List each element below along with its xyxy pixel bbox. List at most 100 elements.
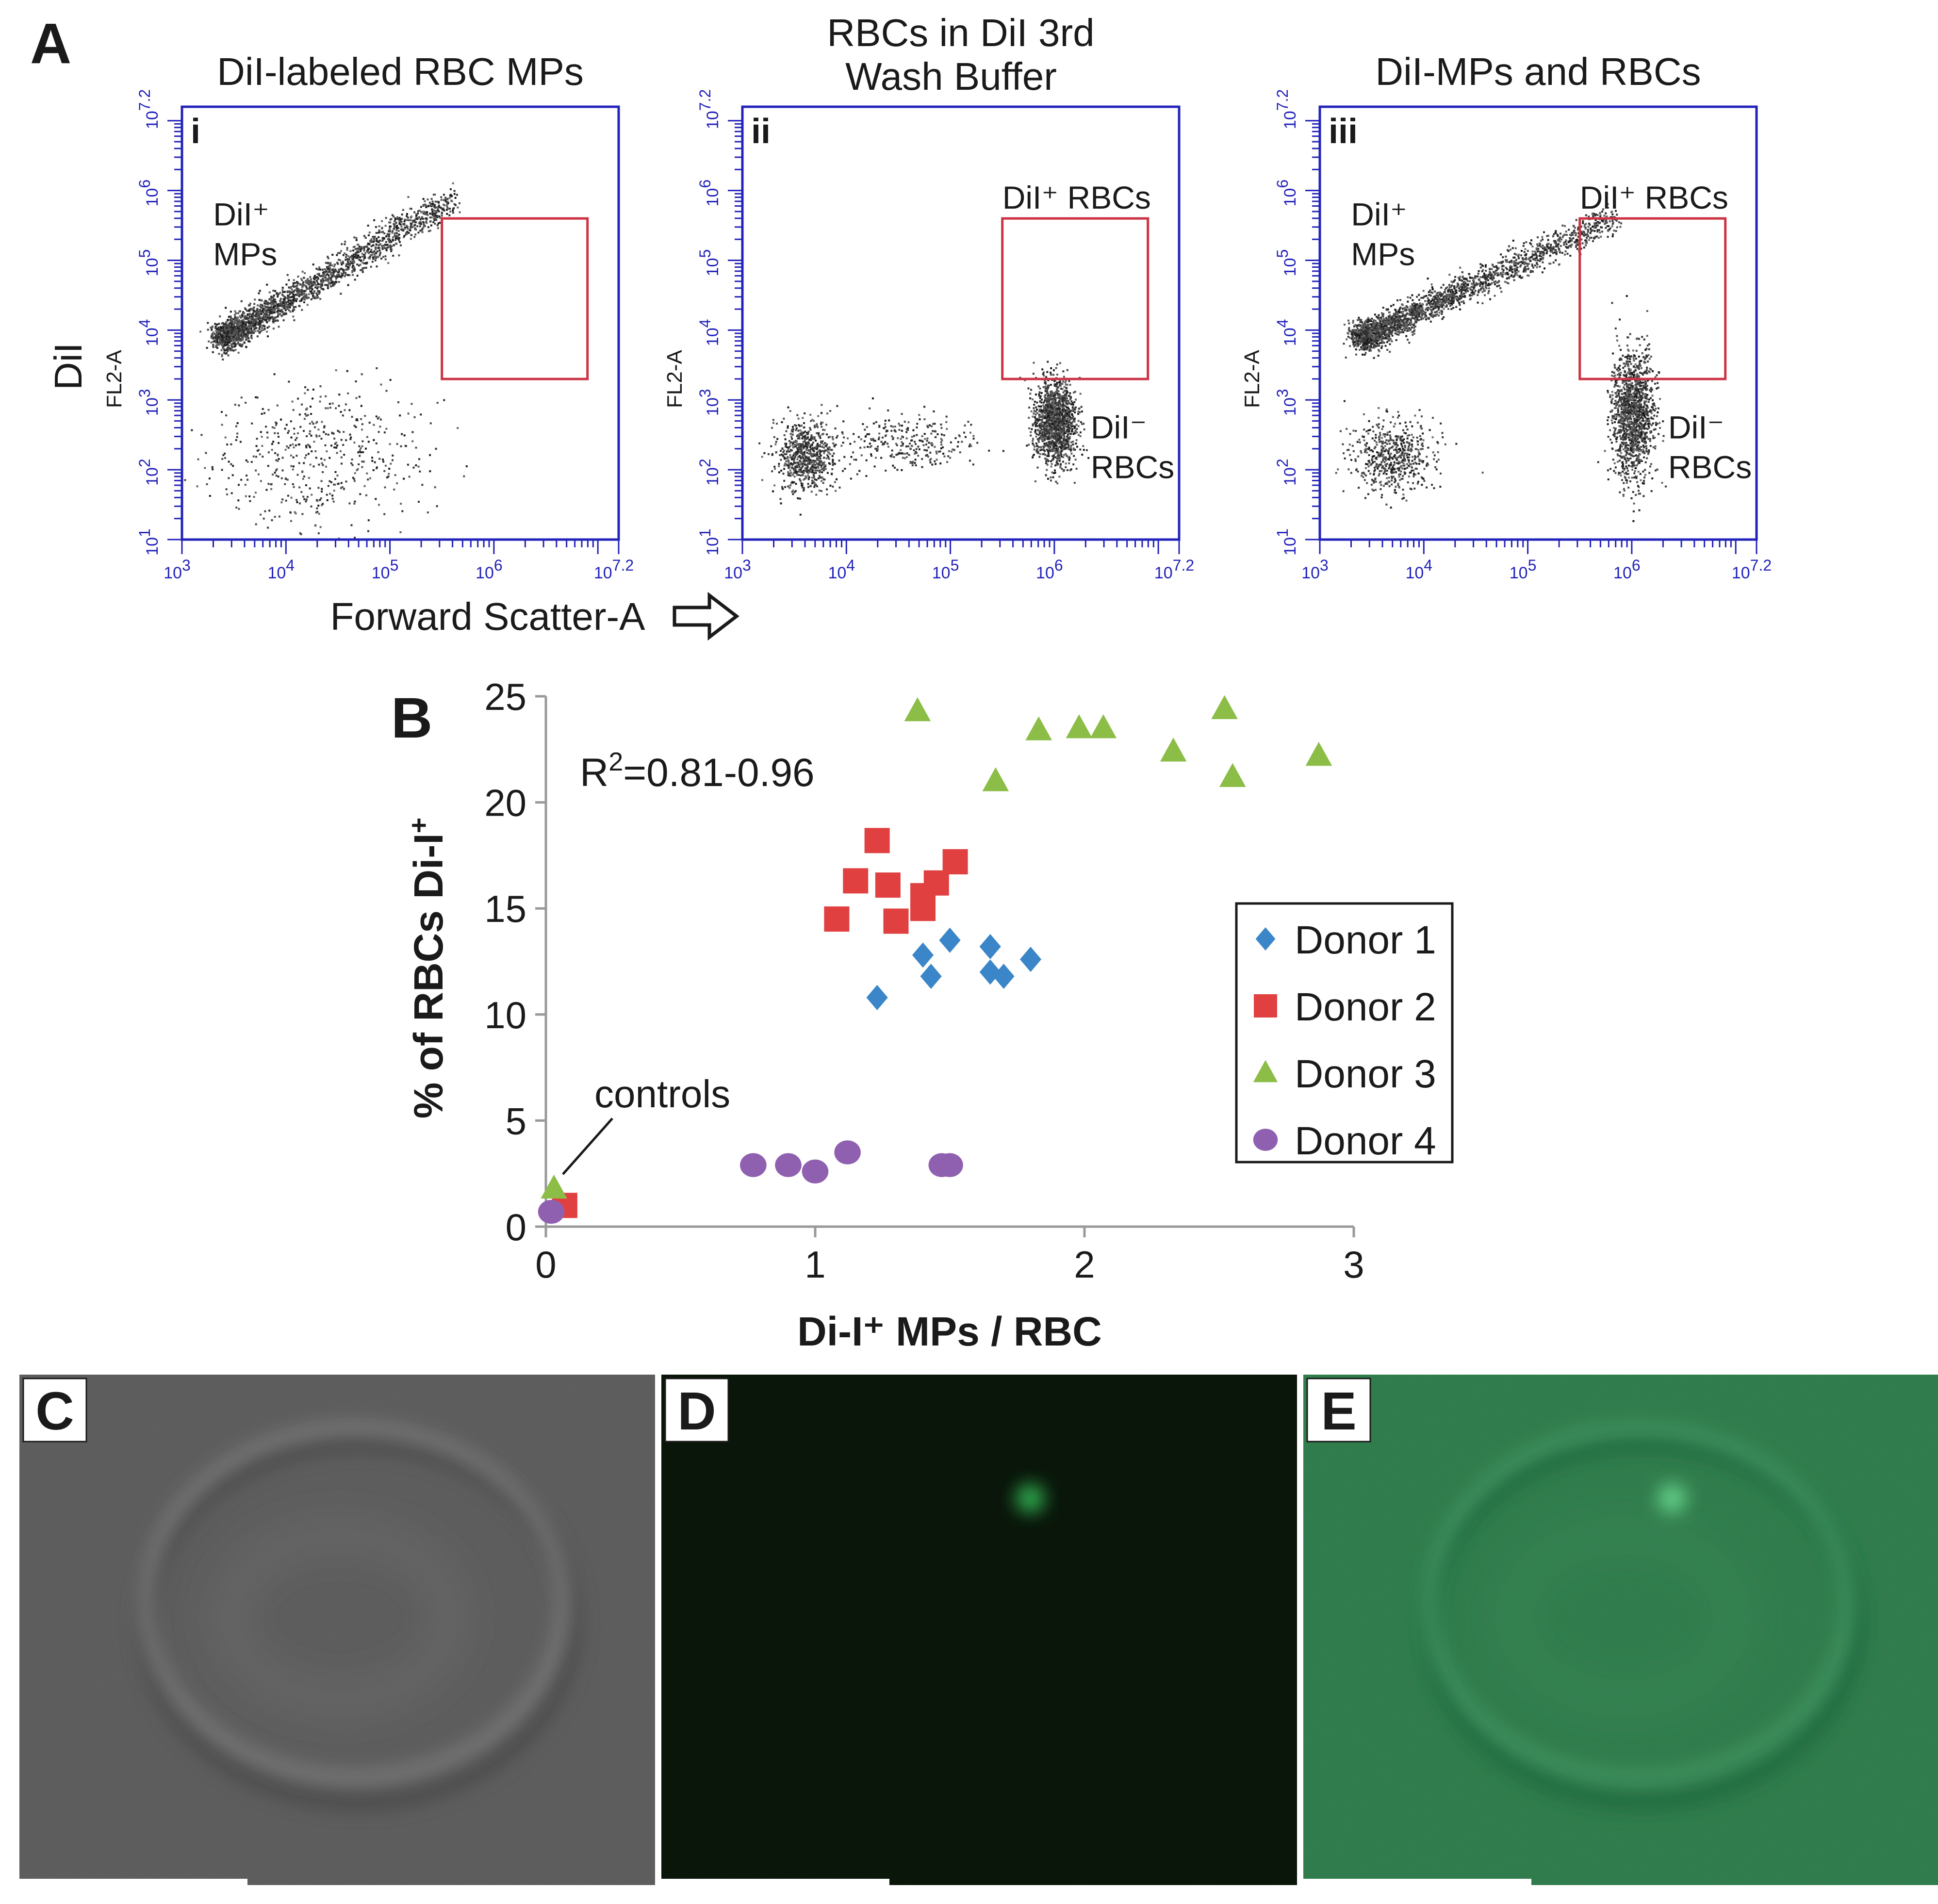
x-tick-label: 103 (724, 557, 751, 582)
data-point (1019, 947, 1042, 972)
x-axis-ticks: 103 104 105 106 107.2 (164, 540, 634, 582)
x-tick-label: 104 (1405, 557, 1432, 582)
legend-box (1235, 902, 1454, 1164)
y-axis-ticks: 101 102 103 104 105 106 107.2 (136, 89, 182, 556)
data-point (843, 868, 869, 894)
scale-bar (19, 1879, 247, 1885)
y-tick-label: 106 (136, 180, 162, 207)
population-label-line2: RBCs (1668, 449, 1752, 485)
y-tick-label: 104 (696, 319, 722, 346)
legend-marker (1253, 1129, 1278, 1151)
series-donor-4 (538, 1140, 963, 1224)
x-tick-label: 105 (932, 557, 959, 582)
micrograph-image (661, 1375, 1297, 1885)
data-point (920, 964, 942, 989)
flow-plot-roman-label: i (191, 112, 200, 151)
y-tick-label: 101 (1274, 528, 1299, 556)
y-tick-label: 106 (696, 180, 722, 207)
x-tick-label: 3 (1343, 1243, 1364, 1286)
y-channel-label: FL2-A (102, 350, 126, 408)
y-tick-label: 107.2 (136, 89, 162, 129)
panel-a: A DiI Forward Scatter-A DiI-labeled RBC … (30, 11, 1772, 641)
data-point (1211, 695, 1238, 720)
y-tick-label: 102 (696, 459, 722, 486)
x-tick-label: 107.2 (594, 557, 634, 582)
scale-bar (661, 1879, 889, 1885)
data-point (1025, 716, 1052, 740)
y-tick-label: 105 (696, 249, 722, 277)
micrograph-label-box (22, 1378, 87, 1443)
flow-plot-roman-label: iii (1329, 112, 1358, 151)
y-tick-label: 102 (1274, 459, 1299, 486)
flow-plot-frame (1318, 105, 1758, 541)
gate-label: DiI⁺ RBCs (1580, 180, 1728, 215)
population-label-line2: MPs (213, 236, 277, 272)
gate-label: DiI⁺ RBCs (1002, 180, 1151, 215)
flow-plot-roman-label: ii (751, 112, 771, 151)
microscopy-panels: C D E (19, 1375, 1938, 1885)
legend: Donor 1 Donor 2 Donor 3 Donor 4 (1235, 902, 1454, 1164)
panel-b-label: B (391, 686, 432, 750)
micrograph-grain (19, 1375, 655, 1885)
data-point (923, 870, 949, 896)
y-axis-ticks: 101 102 103 104 105 106 107.2 (696, 89, 742, 556)
population-label: DiI⁻ (1668, 409, 1724, 445)
x-tick-label: 107.2 (1154, 557, 1194, 582)
data-point (904, 697, 931, 722)
micrograph-grain (661, 1375, 1297, 1885)
x-tick-label: 1 (805, 1243, 825, 1286)
y-tick-label: 10 (484, 994, 526, 1036)
data-point (993, 964, 1015, 989)
population-label: DiI⁺ (1351, 197, 1407, 232)
data-point (775, 1153, 802, 1177)
data-point (979, 934, 1001, 959)
micrograph-image (19, 1375, 655, 1885)
y-tick-label: 102 (136, 459, 162, 486)
flow-plot-frame (181, 105, 620, 541)
micrograph-e: E (1303, 1375, 1938, 1885)
y-tick-label: 105 (1274, 249, 1299, 277)
data-point (541, 1174, 567, 1199)
flow-plot-title: DiI-labeled RBC MPs (217, 50, 584, 93)
y-tick-label: 104 (136, 319, 162, 346)
y-tick-label: 25 (484, 675, 526, 718)
legend-label: Donor 1 (1295, 918, 1436, 962)
legend-label: Donor 4 (1295, 1119, 1436, 1163)
flow-plot-frame (741, 105, 1181, 541)
y-tick-label: 101 (696, 528, 722, 556)
micrograph-label: C (35, 1381, 74, 1441)
y-tick-label: 107.2 (696, 89, 722, 129)
data-point (538, 1199, 565, 1224)
population-label-line2: RBCs (1091, 449, 1174, 485)
panel-b-y-axis-label: % of RBCs Di-I+ (403, 818, 451, 1119)
data-point (864, 828, 890, 854)
gate-box (441, 217, 589, 380)
data-point (834, 1140, 861, 1165)
x-axis-ticks: 103 104 105 106 107.2 (1301, 540, 1772, 582)
x-tick-label: 104 (267, 557, 295, 582)
micrograph-label: E (1321, 1381, 1356, 1441)
micrograph-label-box (664, 1378, 729, 1443)
y-tick-label: 103 (1274, 389, 1299, 416)
y-channel-label: FL2-A (663, 350, 687, 408)
y-tick-label: 107.2 (1274, 89, 1299, 129)
gate-box (1001, 217, 1150, 380)
micrograph-d: D (661, 1375, 1297, 1885)
panel-a-label: A (30, 12, 71, 76)
legend-label: Donor 3 (1295, 1052, 1436, 1096)
data-point (866, 985, 888, 1010)
flow-plot-title-line2: Wash Buffer (845, 55, 1057, 98)
micrograph-image (1303, 1375, 1938, 1885)
data-point (824, 906, 850, 932)
flow-plot-events (758, 361, 1090, 516)
flow-plot-title: DiI-MPs and RBCs (1375, 50, 1701, 93)
panel-a-y-axis-label: DiI (47, 343, 90, 390)
y-tick-label: 20 (484, 782, 526, 824)
y-tick-label: 5 (506, 1100, 526, 1142)
population-label: DiI⁻ (1091, 409, 1147, 445)
gate-box (1578, 217, 1727, 380)
